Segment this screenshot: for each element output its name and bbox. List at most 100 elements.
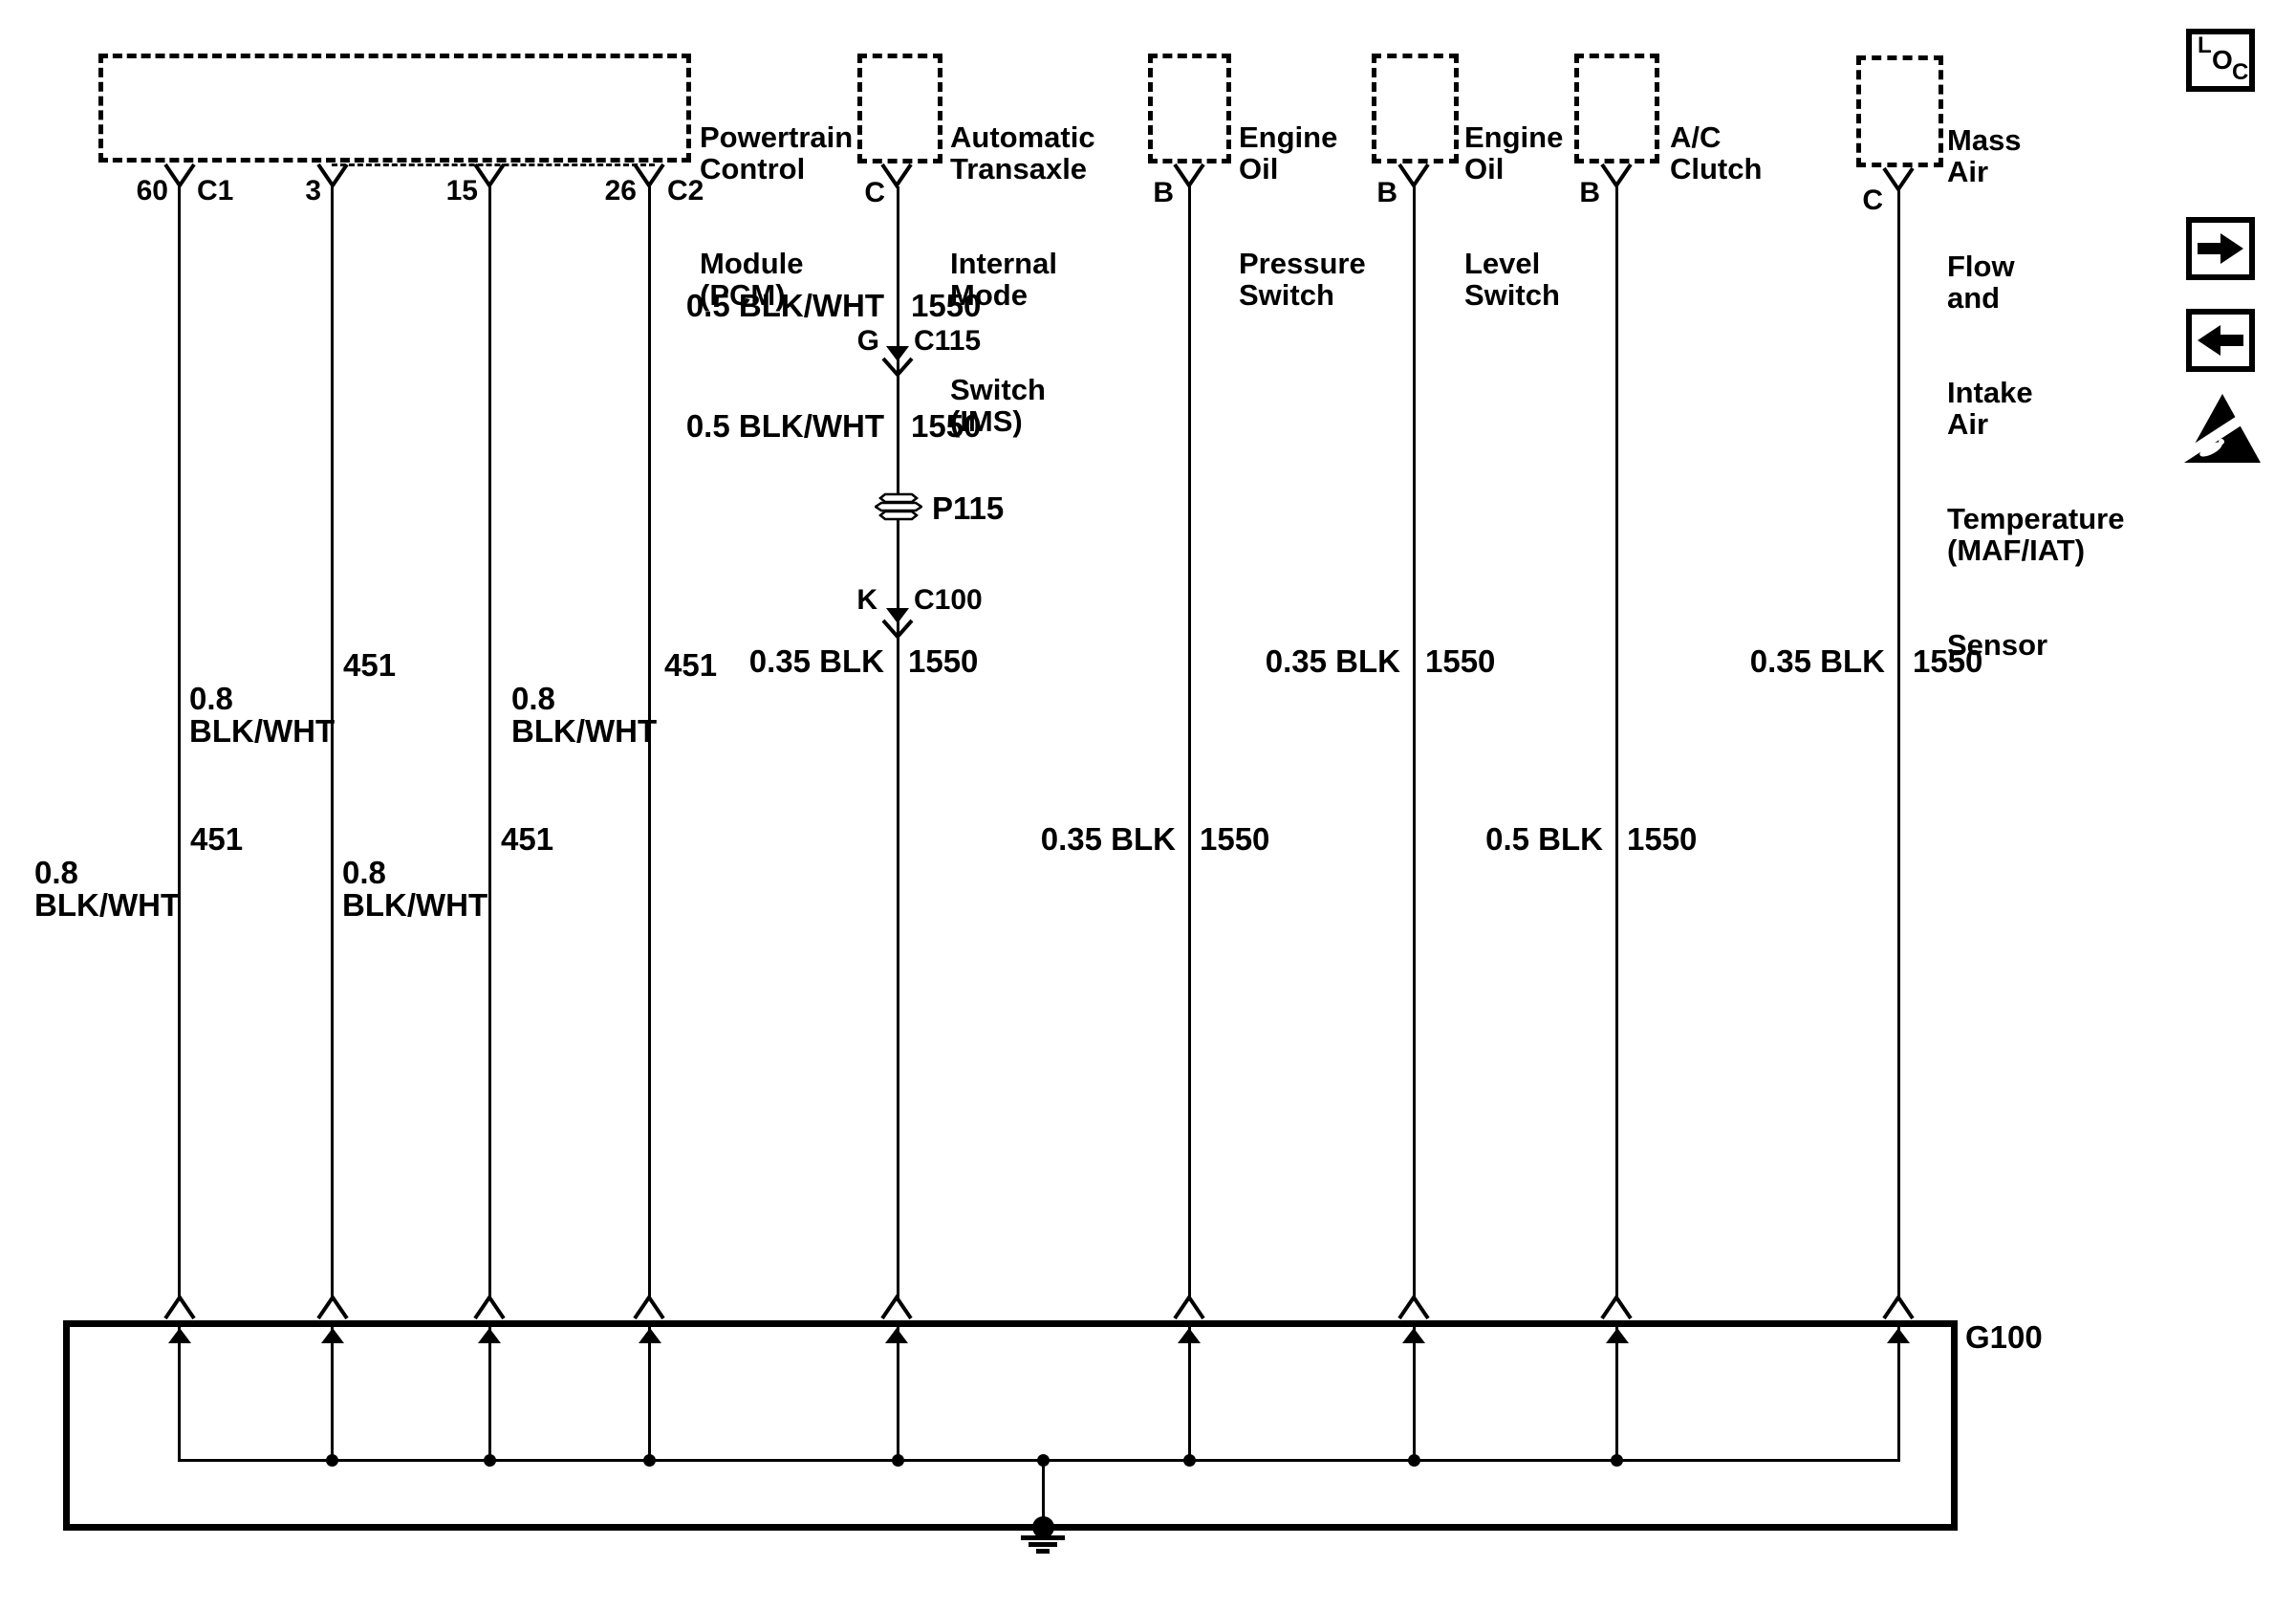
pcm-connector-c1: C1 bbox=[197, 175, 234, 207]
pin-chevron-icon bbox=[1600, 163, 1633, 188]
pcm-pin-3: 3 bbox=[305, 175, 321, 207]
wire-gauge-label: 0.35 BLK bbox=[1749, 643, 1885, 679]
inline-connector-chevron-icon bbox=[881, 619, 914, 641]
wire-circuit-label: 1550 bbox=[911, 408, 982, 444]
wire-gauge-label: 0.5 BLK/WHT bbox=[685, 408, 884, 444]
wire-circuit-label: 1550 bbox=[1913, 643, 1983, 679]
pcm-pin-15: 15 bbox=[445, 175, 478, 207]
junction-dot bbox=[1183, 1454, 1196, 1467]
wire-gauge-label: 0.35 BLK bbox=[748, 643, 884, 679]
bus-entry-chevron-icon bbox=[163, 1295, 196, 1320]
wire-circuit-label: 451 bbox=[501, 821, 554, 857]
wire-ac bbox=[1615, 186, 1618, 1300]
bus-drop bbox=[488, 1325, 491, 1461]
ground-junction-dot bbox=[1032, 1516, 1054, 1538]
bus-entry-chevron-icon bbox=[1600, 1295, 1633, 1320]
bus-entry-chevron-icon bbox=[316, 1295, 349, 1320]
bus-arrow-icon bbox=[168, 1328, 191, 1343]
pcm-c2-connector-dashline bbox=[332, 163, 655, 166]
bus-entry-chevron-icon bbox=[1397, 1295, 1430, 1320]
ims-pin-c: C bbox=[864, 177, 885, 208]
inline-connector-arrow-icon bbox=[886, 346, 909, 361]
junction-dot bbox=[1037, 1454, 1050, 1467]
wire-circuit-label: 451 bbox=[664, 647, 718, 683]
engine-oil-level-switch-box bbox=[1372, 54, 1459, 163]
ac-pin-b: B bbox=[1579, 177, 1600, 208]
pin-chevron-icon bbox=[633, 163, 665, 188]
bus-drop bbox=[1188, 1325, 1191, 1461]
junction-dot bbox=[643, 1454, 656, 1467]
pcm-pin-26: 26 bbox=[604, 175, 637, 207]
bus-entry-chevron-icon bbox=[1173, 1295, 1205, 1320]
connector-c115-pin: G bbox=[856, 325, 879, 357]
wire-gauge-label: 0.8 BLK/WHT bbox=[189, 680, 336, 749]
loc-icon[interactable]: L O C bbox=[2186, 29, 2255, 92]
wire-circuit-label: 1550 bbox=[1200, 821, 1270, 857]
bus-drop bbox=[1413, 1325, 1416, 1461]
pcm-box bbox=[98, 54, 691, 163]
engine-oil-pressure-switch-box bbox=[1148, 54, 1231, 163]
pin-chevron-icon bbox=[1882, 166, 1915, 192]
bus-entry-chevron-icon bbox=[880, 1295, 913, 1320]
inline-connector-arrow-icon bbox=[886, 608, 909, 623]
ground-icon bbox=[1029, 1542, 1057, 1547]
bus-arrow-icon bbox=[885, 1328, 908, 1343]
wire-gauge-label: 0.8 BLK/WHT bbox=[342, 854, 488, 923]
bus-entry-chevron-icon bbox=[473, 1295, 506, 1320]
wire-gauge-label: 0.8 BLK/WHT bbox=[511, 680, 658, 749]
inline-connector-chevron-icon bbox=[881, 357, 914, 379]
pin-chevron-icon bbox=[880, 163, 913, 188]
engine-oil-pressure-switch-label: Engine Oil Pressure Switch bbox=[1239, 120, 1366, 312]
wire-eop bbox=[1188, 186, 1191, 1300]
junction-dot bbox=[1408, 1454, 1420, 1467]
bus-drop bbox=[178, 1325, 181, 1461]
maf-iat-sensor-box bbox=[1856, 55, 1943, 167]
maf-pin-c: C bbox=[1862, 185, 1883, 216]
connector-c100-name: C100 bbox=[914, 584, 983, 616]
wire-gauge-label: 0.5 BLK bbox=[1485, 821, 1603, 857]
engine-oil-level-switch-label: Engine Oil Level Switch bbox=[1464, 120, 1564, 312]
pin-chevron-icon bbox=[1173, 163, 1205, 188]
wire-circuit-label: 451 bbox=[343, 647, 397, 683]
forward-arrow-icon[interactable] bbox=[2186, 217, 2255, 280]
ims-box bbox=[857, 54, 942, 163]
ground-icon bbox=[1036, 1549, 1050, 1554]
bus-entry-chevron-icon bbox=[633, 1295, 665, 1320]
splice-icon bbox=[875, 492, 922, 521]
wire-circuit-label: 1550 bbox=[1425, 643, 1496, 679]
wire-pcm-3 bbox=[331, 186, 334, 1300]
bus-drop bbox=[331, 1325, 334, 1461]
connector-c100-pin: K bbox=[856, 584, 877, 616]
wire-gauge-label: 0.35 BLK bbox=[1265, 643, 1400, 679]
wire-pcm-60 bbox=[178, 186, 181, 1300]
wire-maf bbox=[1897, 190, 1900, 1300]
bus-arrow-icon bbox=[1606, 1328, 1629, 1343]
bus-arrow-icon bbox=[1178, 1328, 1201, 1343]
splice-label: P115 bbox=[932, 490, 1005, 526]
ground-stub-wire bbox=[1042, 1461, 1045, 1530]
back-arrow-icon[interactable] bbox=[2186, 309, 2255, 372]
wire-circuit-label: 1550 bbox=[1627, 821, 1698, 857]
bus-drop bbox=[1615, 1325, 1618, 1461]
pin-chevron-icon bbox=[1397, 163, 1430, 188]
ac-clutch-box bbox=[1574, 54, 1659, 163]
wire-pcm-26 bbox=[648, 186, 651, 1300]
bus-arrow-icon bbox=[321, 1328, 344, 1343]
pcm-label: Powertrain Control Module (PCM) bbox=[700, 120, 854, 312]
loc-letter: C bbox=[2232, 59, 2249, 85]
maf-iat-sensor-label: Mass Air Flow and Intake Air Temperature (MA… bbox=[1947, 123, 2125, 662]
wire-gauge-label: 0.5 BLK/WHT bbox=[685, 288, 884, 323]
ground-bus-box bbox=[63, 1320, 1958, 1531]
wire-pcm-15 bbox=[488, 186, 491, 1300]
wire-gauge-label: 0.8 BLK/WHT bbox=[34, 854, 181, 923]
wire-circuit-label: 1550 bbox=[908, 643, 979, 679]
wire-ims bbox=[897, 186, 899, 1300]
loc-letter: O bbox=[2212, 45, 2233, 75]
ac-clutch-label: A/C Clutch bbox=[1670, 120, 1763, 185]
ground-label: G100 bbox=[1965, 1319, 2043, 1355]
pin-chevron-icon bbox=[473, 163, 506, 188]
junction-dot bbox=[892, 1454, 904, 1467]
loc-letter: L bbox=[2198, 33, 2212, 58]
wire-gauge-label: 0.35 BLK bbox=[1040, 821, 1176, 857]
